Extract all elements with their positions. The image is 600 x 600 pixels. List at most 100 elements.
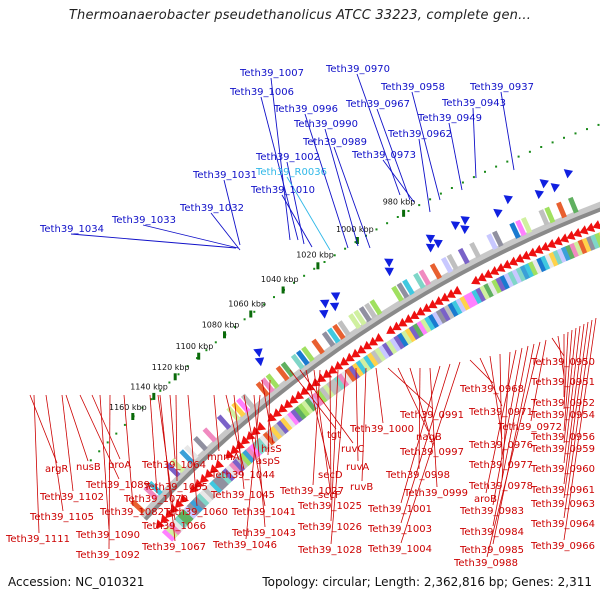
lower-gene-label: Teth39_1060 xyxy=(163,507,228,518)
upper-leader-line xyxy=(500,91,515,171)
lower-leader-line xyxy=(149,394,158,494)
reverse-gene-arrow xyxy=(246,431,256,441)
forward-feature-tile xyxy=(130,499,146,514)
reverse-feature-tile xyxy=(304,397,318,412)
reverse-gene-arrow xyxy=(489,266,500,275)
lower-gene-label: Teth39_0999 xyxy=(403,488,468,499)
scale-dot xyxy=(407,210,410,212)
scale-dot xyxy=(150,398,153,401)
reverse-feature-tile xyxy=(348,365,361,380)
forward-gene-arrow xyxy=(329,302,340,312)
reverse-feature-tile xyxy=(416,320,428,336)
upper-gene-label: Teth39_0970 xyxy=(325,64,390,75)
reverse-feature-tile xyxy=(491,278,503,294)
reverse-gene-arrow xyxy=(434,296,444,305)
reverse-feature-tile xyxy=(548,251,559,267)
reverse-feature-tile xyxy=(161,528,176,542)
reverse-gene-arrow xyxy=(305,381,316,391)
upper-gene-label: Teth39_1006 xyxy=(229,87,294,98)
reverse-gene-arrow xyxy=(422,303,432,312)
reverse-gene-arrow xyxy=(204,469,214,479)
reverse-feature-tile xyxy=(507,270,519,286)
forward-feature-tile xyxy=(275,365,290,382)
reverse-feature-tile xyxy=(319,386,332,401)
forward-feature-tile xyxy=(183,444,199,460)
forward-feature-tile xyxy=(337,320,351,337)
scale-dot xyxy=(89,459,92,462)
upper-leader-line xyxy=(260,96,299,241)
reverse-feature-tile xyxy=(215,473,230,488)
upper-gene-label: Teth39_0949 xyxy=(417,113,482,124)
kbp-label: 1160 kbp xyxy=(109,403,147,412)
forward-feature-tile xyxy=(446,253,459,271)
reverse-gene-arrow xyxy=(240,435,251,445)
lower-gene-label: nagB xyxy=(416,432,442,443)
reverse-feature-tile xyxy=(443,304,455,320)
reverse-gene-arrow xyxy=(256,421,267,431)
reverse-gene-arrow xyxy=(199,473,209,484)
scale-dot xyxy=(375,228,378,231)
kbp-label: 1060 kbp xyxy=(228,299,266,308)
reverse-feature-tile xyxy=(199,489,213,504)
lower-gene-label: Teth39_0985 xyxy=(459,545,524,556)
reverse-feature-tile xyxy=(344,367,357,383)
lower-gene-label: mnmA xyxy=(207,452,240,463)
forward-feature-tile xyxy=(255,381,270,397)
reverse-feature-tile xyxy=(333,375,346,390)
forward-gene-arrow xyxy=(493,208,503,218)
lower-gene-label: Teth39_1065 xyxy=(143,482,208,493)
reverse-feature-tile xyxy=(467,291,479,307)
reverse-gene-arrow xyxy=(170,503,180,514)
upper-gene-label: Teth39_1002 xyxy=(255,152,320,163)
forward-feature-tile xyxy=(290,353,305,370)
kbp-tick xyxy=(173,373,177,381)
lower-leader-line xyxy=(213,394,220,452)
reverse-feature-tile xyxy=(515,266,527,282)
lower-gene-label: Teth39_1064 xyxy=(141,460,206,471)
reverse-feature-tile xyxy=(337,373,350,388)
accession-text: Accession: NC_010321 xyxy=(8,575,145,589)
reverse-feature-tile xyxy=(183,505,198,519)
reverse-feature-tile xyxy=(290,408,304,423)
reverse-feature-tile xyxy=(297,402,311,418)
scale-dot xyxy=(303,274,306,277)
forward-feature-tile xyxy=(358,306,372,323)
reverse-feature-tile xyxy=(287,411,300,426)
reverse-gene-arrow xyxy=(559,233,570,243)
reverse-feature-tile xyxy=(523,263,535,278)
forward-feature-tile xyxy=(353,309,367,326)
lower-leader-line xyxy=(108,394,111,550)
reverse-gene-arrow xyxy=(230,445,240,455)
forward-gene-arrow xyxy=(319,299,330,309)
reverse-feature-tile xyxy=(177,512,191,526)
reverse-feature-tile xyxy=(385,339,398,355)
reverse-feature-tile xyxy=(532,259,543,275)
lower-gene-label: hisS xyxy=(261,444,282,455)
upper-leader-line xyxy=(70,233,237,249)
reverse-feature-tile xyxy=(590,234,600,250)
lower-gene-label: Teth39_0988 xyxy=(453,558,518,569)
forward-feature-tile xyxy=(193,436,208,452)
reverse-feature-tile xyxy=(374,347,387,362)
upper-leader-line xyxy=(333,146,371,249)
reverse-gene-arrow xyxy=(179,493,189,504)
forward-feature-tile xyxy=(413,272,426,289)
scale-dot xyxy=(439,192,442,195)
forward-feature-tile xyxy=(296,349,310,366)
forward-feature-tile xyxy=(332,323,346,340)
reverse-feature-tile xyxy=(397,332,409,348)
lower-gene-label: Teth39_1089 xyxy=(85,480,150,491)
reverse-feature-tile xyxy=(527,261,539,276)
reverse-feature-tile xyxy=(540,255,551,271)
lower-leader-line xyxy=(501,351,511,481)
reverse-gene-arrow xyxy=(392,321,402,331)
reverse-gene-arrow xyxy=(328,365,338,374)
kbp-label: 1140 kbp xyxy=(130,383,168,392)
lower-leader-line xyxy=(551,337,565,357)
kbp-tick xyxy=(131,413,135,420)
forward-feature-tile xyxy=(515,219,527,237)
backbone-line xyxy=(143,207,600,521)
reverse-gene-arrow xyxy=(351,348,361,358)
upper-leader-line xyxy=(324,128,359,247)
reverse-feature-tile xyxy=(269,425,283,440)
